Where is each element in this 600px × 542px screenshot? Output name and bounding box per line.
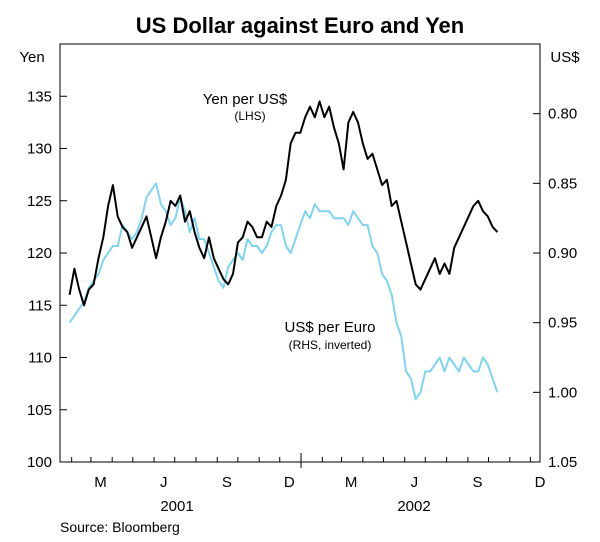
month-label: S (473, 474, 483, 491)
year-label-2002: 2002 (397, 498, 430, 515)
series-layer (68, 100, 499, 401)
plot-frame (59, 43, 541, 463)
right-axis: 0.80 0.85 0.90 0.95 1.00 1.05 (533, 106, 577, 471)
right-tick-label: 0.85 (548, 175, 577, 192)
right-tick-label: 1.00 (548, 384, 577, 401)
yen-series-note: (LHS) (234, 109, 265, 123)
euro-series-note: (RHS, inverted) (289, 338, 372, 352)
month-label: J (411, 474, 419, 491)
month-label: S (222, 474, 232, 491)
yen-series-label: Yen per US$ (203, 91, 288, 108)
left-tick-label: 120 (27, 245, 52, 262)
left-tick-label: 110 (28, 350, 52, 367)
right-tick-label: 1.05 (548, 454, 577, 471)
left-axis-unit: Yen (19, 49, 44, 66)
month-label: M (345, 474, 358, 491)
left-tick-label: 135 (27, 88, 52, 105)
left-tick-label: 125 (27, 193, 52, 210)
euro-series-line (68, 182, 499, 401)
year-label-2001: 2001 (160, 498, 193, 515)
left-tick-label: 115 (28, 297, 52, 314)
right-axis-unit: US$ (550, 49, 580, 66)
source-note: Source: Bloomberg (60, 519, 180, 535)
chart-title: US Dollar against Euro and Yen (136, 13, 464, 38)
right-tick-label: 0.80 (548, 106, 577, 123)
month-label: D (535, 474, 546, 491)
euro-series-label: US$ per Euro (285, 319, 376, 336)
yen-series-line (68, 100, 499, 307)
month-label: D (284, 474, 295, 491)
left-axis: 100 105 110 115 120 125 130 135 (27, 88, 67, 471)
month-label: J (160, 474, 168, 491)
month-label: M (94, 474, 107, 491)
left-tick-label: 100 (27, 454, 52, 471)
left-tick-label: 105 (27, 402, 52, 419)
right-tick-label: 0.90 (548, 245, 577, 262)
right-tick-label: 0.95 (548, 315, 577, 332)
left-tick-label: 130 (27, 141, 52, 158)
